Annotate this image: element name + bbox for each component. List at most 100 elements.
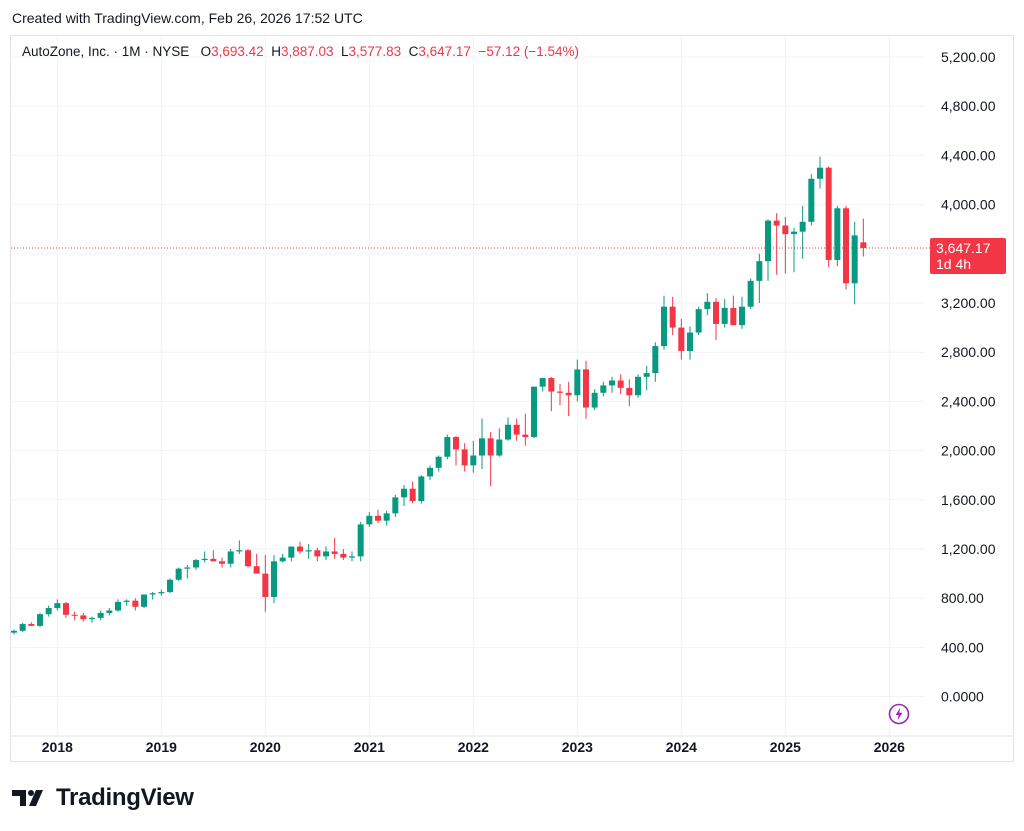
candle-body: [158, 592, 165, 594]
candle-body: [149, 593, 156, 595]
candle-body: [678, 327, 685, 351]
candle-body: [279, 557, 286, 562]
y-tick-label: 2,800.00: [941, 344, 996, 360]
high-label: H: [271, 44, 281, 59]
candle-body: [765, 220, 771, 262]
candle-body: [366, 515, 373, 525]
y-tick-label: 1,600.00: [941, 492, 996, 508]
candle-body: [63, 603, 69, 615]
candle-body: [210, 558, 217, 562]
candle-body: [843, 208, 849, 284]
last-price-badge: 3,647.17 1d 4h: [930, 238, 1006, 274]
candle-body: [349, 556, 355, 558]
candle-body: [37, 614, 43, 626]
candle-body: [496, 439, 503, 456]
candle-body: [652, 346, 659, 374]
candle-body: [262, 573, 269, 597]
candle-body: [71, 614, 78, 616]
chart-caption: Created with TradingView.com, Feb 26, 20…: [12, 10, 363, 26]
candle-body: [288, 546, 295, 558]
candle-body: [713, 301, 719, 324]
low-value: 3,577.83: [348, 44, 402, 59]
candle-body: [175, 568, 182, 580]
candle-body: [687, 332, 693, 351]
candle-body: [461, 449, 468, 466]
candle-body: [167, 579, 173, 593]
candle-body: [54, 603, 61, 609]
candle-body: [548, 378, 555, 392]
tradingview-logo-icon: [12, 790, 43, 806]
close-value: 3,647.17: [418, 44, 471, 59]
candle-body: [80, 615, 87, 620]
candle-body: [271, 561, 277, 597]
candle-body: [375, 515, 381, 521]
candle-body: [314, 550, 321, 557]
y-tick-label: 3,200.00: [941, 295, 996, 311]
candle-body: [730, 307, 737, 326]
candle-body: [583, 369, 589, 408]
symbol-title[interactable]: AutoZone, Inc. · 1M · NYSE: [22, 44, 190, 59]
candle-body: [635, 376, 641, 396]
candle-body: [106, 610, 113, 613]
lightning-icon[interactable]: [888, 703, 910, 725]
tradingview-logo[interactable]: TradingView: [12, 782, 194, 814]
candle-body: [505, 424, 511, 440]
y-tick-label: 400.00: [941, 639, 984, 655]
close-label: C: [408, 44, 419, 59]
symbol-legend: AutoZone, Inc. · 1M · NYSE O3,693.42 H 3,…: [22, 44, 579, 59]
candle-body: [808, 178, 815, 222]
open-label: O: [200, 44, 212, 59]
x-tick-label: 2026: [874, 739, 905, 755]
change-value: −57.12 (−1.54%): [478, 44, 580, 59]
y-tick-label: 1,200.00: [941, 541, 996, 557]
candle-body: [236, 550, 243, 552]
y-tick-label: 4,800.00: [941, 98, 996, 114]
candle-body: [661, 306, 667, 347]
x-tick-label: 2019: [146, 739, 177, 755]
candle-body: [669, 306, 676, 328]
candle-body: [539, 378, 546, 387]
x-tick-label: 2024: [666, 739, 697, 755]
candle-body: [193, 560, 199, 568]
candle-body: [487, 438, 494, 456]
candle-body: [773, 220, 780, 226]
candle-body: [340, 553, 347, 558]
candle-body: [444, 437, 451, 457]
candle-body: [817, 167, 823, 179]
x-tick-label: 2018: [42, 739, 73, 755]
candle-body: [45, 608, 52, 615]
candle-body: [557, 391, 563, 393]
candle-body: [756, 261, 763, 281]
candle-body: [401, 488, 407, 498]
y-tick-label: 5,200.00: [941, 49, 996, 65]
candle-body: [219, 561, 225, 564]
candle-body: [97, 612, 104, 618]
candle-body: [383, 513, 390, 521]
candle-body: [453, 437, 459, 450]
candle-body: [427, 467, 433, 477]
candle-body: [522, 434, 529, 438]
candle-body: [791, 231, 797, 235]
candle-body: [19, 624, 26, 631]
open-value: 3,693.42: [211, 44, 264, 59]
y-tick-label: 2,000.00: [941, 443, 996, 459]
tradingview-wordmark: TradingView: [56, 784, 194, 811]
candle-body: [565, 392, 572, 396]
x-tick-label: 2022: [458, 739, 489, 755]
chart-frame: [10, 35, 1014, 762]
candle-body: [227, 551, 234, 564]
candle-body: [834, 208, 841, 260]
candle-body: [617, 380, 624, 388]
y-tick-label: 800.00: [941, 590, 984, 606]
candle-body: [132, 600, 139, 607]
candle-body: [253, 566, 260, 574]
candle-body: [392, 497, 399, 514]
candle-body: [531, 386, 537, 438]
candle-body: [201, 558, 208, 561]
low-label: L: [341, 44, 349, 59]
candle-body: [184, 567, 191, 569]
candle-body: [851, 235, 858, 284]
candle-body: [115, 601, 121, 611]
candle-body: [435, 456, 442, 468]
